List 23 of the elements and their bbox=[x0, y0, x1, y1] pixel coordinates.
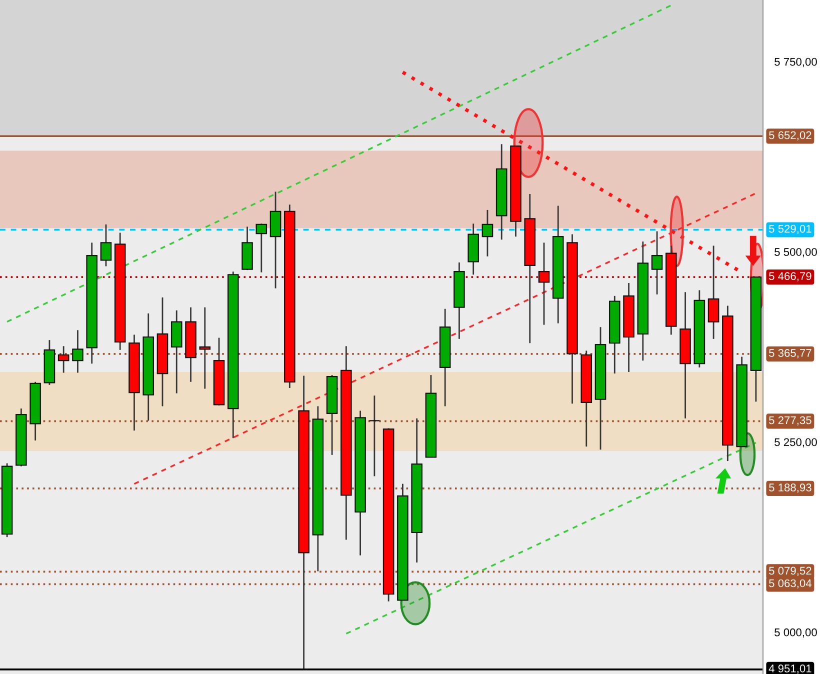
ref-line-label: 5 277,35 bbox=[769, 416, 812, 426]
y-tick-label: 5 750,00 bbox=[774, 58, 817, 68]
ref-line-label: 5 466,79 bbox=[769, 272, 812, 282]
candlestick bbox=[538, 242, 550, 326]
ref-line-label: 5 652,02 bbox=[769, 131, 812, 140]
y-tick-label: 5 000,00 bbox=[774, 628, 817, 638]
candlestick bbox=[482, 209, 494, 258]
ref-line-label: 5 063,04 bbox=[769, 579, 812, 588]
candlestick bbox=[651, 230, 663, 296]
candlestick bbox=[368, 394, 380, 477]
y-tick-label: 5 250,00 bbox=[774, 438, 817, 448]
candlestick bbox=[72, 329, 84, 374]
y-tick-label: 5 500,00 bbox=[774, 248, 817, 258]
candlestick bbox=[58, 345, 70, 374]
candlestick bbox=[199, 306, 211, 390]
candlestick bbox=[256, 222, 268, 274]
candlestick bbox=[100, 224, 112, 267]
ref-line-label: 5 188,93 bbox=[769, 484, 812, 493]
ref-line-label: 4 951,01 bbox=[768, 664, 812, 674]
ref-line-label: 5 365,77 bbox=[769, 349, 812, 358]
ref-line-label: 5 079,52 bbox=[769, 566, 812, 576]
ref-line-label: 5 529,01 bbox=[769, 224, 812, 234]
candlestick bbox=[708, 245, 720, 340]
